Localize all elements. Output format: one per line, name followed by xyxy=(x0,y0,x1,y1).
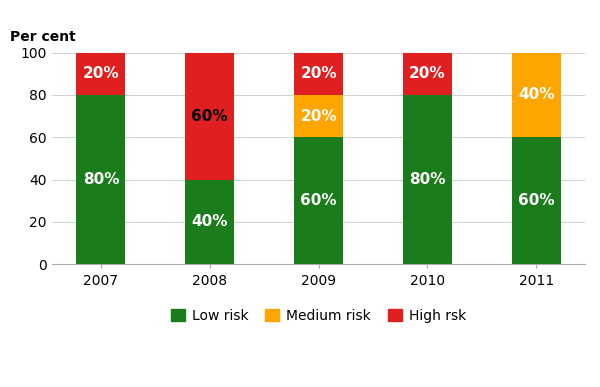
Text: 80%: 80% xyxy=(409,172,446,187)
Bar xyxy=(185,53,234,180)
Bar xyxy=(76,95,125,264)
Text: 20%: 20% xyxy=(83,66,119,81)
Text: 20%: 20% xyxy=(300,66,337,81)
Bar xyxy=(403,95,452,264)
Text: 20%: 20% xyxy=(300,109,337,123)
Text: 40%: 40% xyxy=(191,214,228,229)
Text: Per cent: Per cent xyxy=(10,30,76,44)
Bar xyxy=(403,53,452,95)
Text: 80%: 80% xyxy=(83,172,119,187)
Text: 40%: 40% xyxy=(518,87,554,103)
Bar xyxy=(294,53,343,95)
Bar xyxy=(512,53,561,137)
Bar xyxy=(294,95,343,137)
Bar xyxy=(512,137,561,264)
Text: 60%: 60% xyxy=(191,109,228,123)
Text: 60%: 60% xyxy=(518,193,554,208)
Bar xyxy=(294,137,343,264)
Bar xyxy=(76,53,125,95)
Bar xyxy=(185,180,234,264)
Text: 60%: 60% xyxy=(300,193,337,208)
Text: 20%: 20% xyxy=(409,66,446,81)
Legend: Low risk, Medium risk, High rsk: Low risk, Medium risk, High rsk xyxy=(166,303,472,328)
